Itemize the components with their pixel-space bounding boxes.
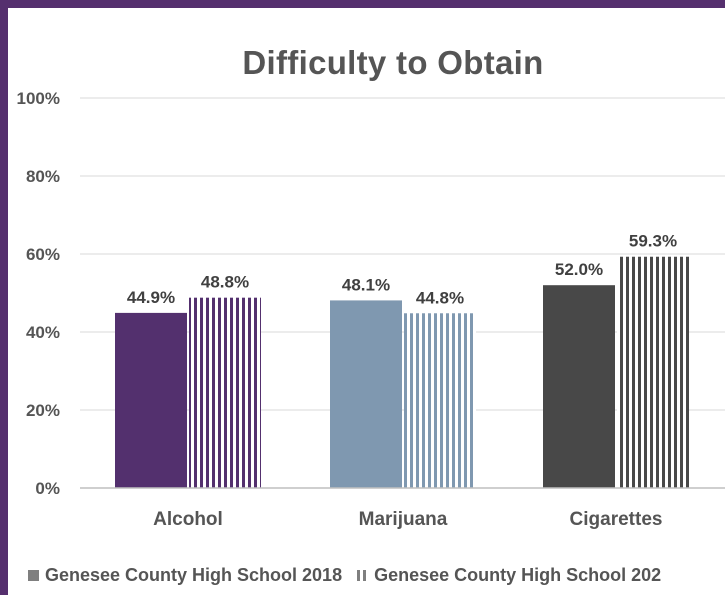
bar-cigarettes-series-2 [617, 257, 689, 488]
data-label-cigarettes-series-2: 59.3% [629, 232, 677, 251]
legend-label-series-2: Genesee County High School 202 [374, 565, 661, 586]
bar-marijuana-series-2 [404, 313, 476, 488]
y-tick-label: 60% [26, 245, 60, 264]
y-tick-label: 20% [26, 401, 60, 420]
legend-item-series-2: Genesee County High School 202 [357, 565, 661, 586]
bar-alcohol-series-2 [189, 298, 261, 488]
legend-swatch-striped [357, 570, 368, 581]
y-tick-label: 0% [35, 479, 60, 498]
data-label-marijuana-series-2: 44.8% [416, 288, 464, 307]
data-label-marijuana-series-1: 48.1% [342, 275, 390, 294]
chart-frame: Difficulty to Obtain 0% 20% 40% 60% 80% 100% 4… [8, 8, 725, 595]
y-tick-label: 80% [26, 167, 60, 186]
legend-item-series-1: Genesee County High School 2018 [28, 565, 342, 586]
x-tick-label-cigarettes: Cigarettes [570, 509, 663, 530]
bar-marijuana-series-1 [330, 300, 402, 488]
legend-label-series-1: Genesee County High School 2018 [45, 565, 342, 586]
bar-alcohol-series-1 [115, 313, 187, 488]
legend-swatch-solid [28, 570, 39, 581]
y-tick-label: 40% [26, 323, 60, 342]
chart-legend: Genesee County High School 2018 Genesee … [28, 565, 671, 586]
x-tick-label-marijuana: Marijuana [359, 509, 448, 530]
data-label-alcohol-series-2: 48.8% [201, 273, 249, 292]
y-tick-label: 100% [17, 89, 60, 108]
bar-cigarettes-series-1 [543, 285, 615, 488]
data-label-alcohol-series-1: 44.9% [127, 288, 175, 307]
x-tick-label-alcohol: Alcohol [153, 509, 223, 530]
chart-plot-area: 0% 20% 40% 60% 80% 100% 44.9% 48.8% Alcohol 48.1%… [8, 8, 725, 595]
data-label-cigarettes-series-1: 52.0% [555, 260, 603, 279]
